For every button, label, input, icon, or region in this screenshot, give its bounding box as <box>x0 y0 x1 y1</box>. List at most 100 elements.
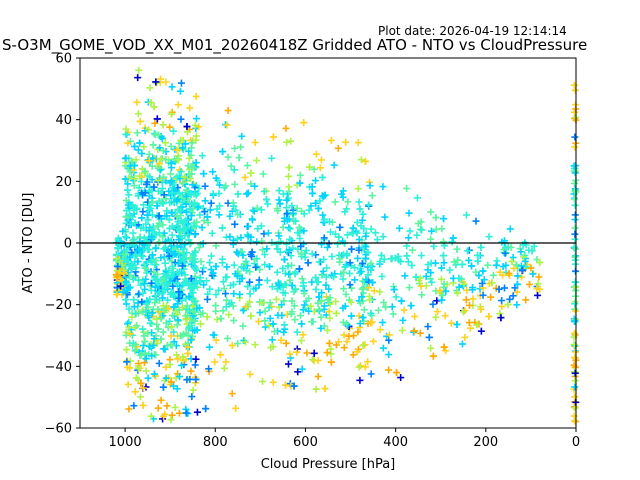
scatter-point <box>197 258 205 266</box>
scatter-point <box>174 101 182 109</box>
scatter-point <box>184 343 192 351</box>
scatter-point <box>148 198 156 206</box>
scatter-point <box>327 350 335 358</box>
scatter-point <box>120 255 128 263</box>
scatter-point <box>263 276 271 284</box>
scatter-point <box>215 286 223 294</box>
scatter-point <box>160 173 168 181</box>
scatter-point <box>477 243 485 251</box>
scatter-point <box>459 308 467 316</box>
scatter-point <box>128 248 136 256</box>
scatter-point <box>168 177 176 185</box>
scatter-point <box>340 331 348 339</box>
scatter-point <box>185 281 193 289</box>
scatter-point <box>256 309 264 317</box>
scatter-point <box>307 202 315 210</box>
scatter-point <box>226 212 234 220</box>
scatter-point <box>407 302 415 310</box>
scatter-point <box>413 231 421 239</box>
scatter-point <box>162 374 170 382</box>
scatter-point <box>332 298 340 306</box>
scatter-point <box>441 312 449 320</box>
x-axis-label: Cloud Pressure [hPa] <box>261 457 396 472</box>
scatter-point <box>312 285 320 293</box>
scatter-point <box>126 211 134 219</box>
scatter-point <box>405 284 413 292</box>
scatter-point <box>179 144 187 152</box>
scatter-point <box>360 306 368 314</box>
scatter-point <box>131 252 139 260</box>
scatter-point <box>172 374 180 382</box>
scatter-point <box>283 240 291 248</box>
scatter-point <box>571 187 579 195</box>
scatter-point <box>174 260 182 268</box>
scatter-point <box>356 205 364 213</box>
scatter-point <box>414 219 422 227</box>
scatter-point <box>173 321 181 329</box>
scatter-point <box>393 369 401 377</box>
scatter-point <box>152 244 160 252</box>
scatter-point <box>122 331 130 339</box>
scatter-point <box>197 320 205 328</box>
scatter-point <box>117 282 125 290</box>
scatter-point <box>437 275 445 283</box>
scatter-point <box>136 393 144 401</box>
scatter-point <box>298 275 306 283</box>
scatter-point <box>358 259 366 267</box>
scatter-point <box>138 298 146 306</box>
scatter-point <box>141 359 149 367</box>
scatter-point <box>359 341 367 349</box>
scatter-point <box>130 303 138 311</box>
scatter-point <box>206 206 214 214</box>
scatter-point <box>382 303 390 311</box>
scatter-point <box>495 285 503 293</box>
scatter-point <box>184 231 192 239</box>
scatter-point <box>148 162 156 170</box>
scatter-point <box>288 297 296 305</box>
scatter-point <box>358 216 366 224</box>
scatter-point <box>514 272 522 280</box>
scatter-point <box>208 229 216 237</box>
scatter-point <box>261 307 269 315</box>
scatter-point <box>325 240 333 248</box>
scatter-point <box>427 269 435 277</box>
scatter-point <box>161 244 169 252</box>
y-tick-label: −40 <box>45 360 72 375</box>
scatter-point <box>446 266 454 274</box>
scatter-point <box>143 238 151 246</box>
scatter-point <box>320 193 328 201</box>
scatter-point <box>357 362 365 370</box>
scatter-point <box>297 242 305 250</box>
scatter-point <box>150 103 158 111</box>
scatter-point <box>259 170 267 178</box>
scatter-point <box>225 300 233 308</box>
scatter-point <box>325 285 333 293</box>
scatter-point <box>189 250 197 258</box>
scatter-point <box>192 278 200 286</box>
scatter-point <box>141 338 149 346</box>
scatter-point <box>217 351 225 359</box>
scatter-point <box>285 224 293 232</box>
scatter-point <box>285 246 293 254</box>
scatter-point <box>191 279 199 287</box>
scatter-point <box>176 373 184 381</box>
scatter-point <box>159 147 167 155</box>
scatter-point <box>175 226 183 234</box>
scatter-point <box>234 340 242 348</box>
scatter-point <box>536 258 544 266</box>
scatter-point <box>266 263 274 271</box>
scatter-point <box>191 230 199 238</box>
scatter-point <box>250 207 258 215</box>
x-tick-label: 1000 <box>109 435 142 450</box>
scatter-point <box>437 264 445 272</box>
scatter-point <box>126 220 134 228</box>
scatter-point <box>190 297 198 305</box>
scatter-point <box>237 234 245 242</box>
scatter-point <box>449 234 457 242</box>
scatter-point <box>139 401 147 409</box>
scatter-point <box>341 208 349 216</box>
scatter-point <box>368 192 376 200</box>
scatter-point <box>293 328 301 336</box>
scatter-point <box>167 110 175 118</box>
scatter-point <box>322 273 330 281</box>
